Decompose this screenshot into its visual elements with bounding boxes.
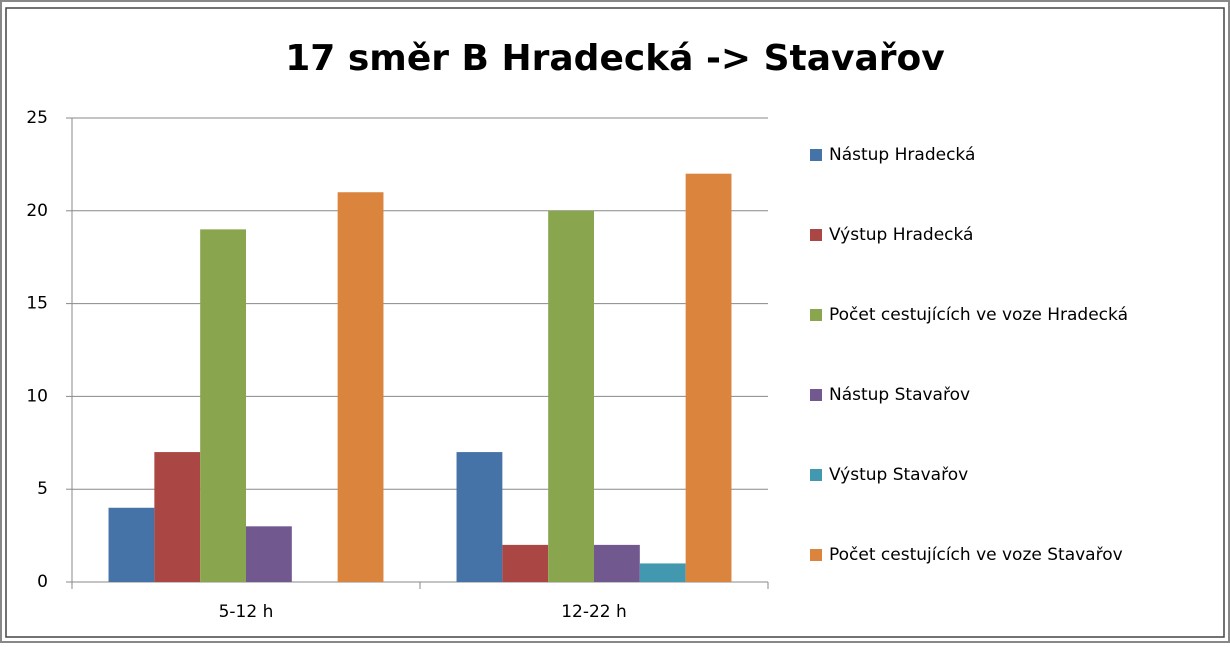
- legend-swatch: [810, 469, 822, 481]
- bar: [548, 210, 594, 583]
- chart-title: 17 směr B Hradecká -> Stavařov: [285, 38, 945, 79]
- legend-swatch: [810, 229, 822, 241]
- legend-label: Výstup Stavařov: [829, 465, 968, 485]
- bar: [154, 452, 201, 582]
- bar: [108, 507, 155, 582]
- legend-swatch: [810, 309, 822, 321]
- legend-label: Počet cestujících ve voze Stavařov: [829, 545, 1123, 565]
- y-tick-label: 0: [37, 572, 48, 592]
- x-tick-label: 12-22 h: [561, 602, 627, 622]
- bar: [337, 192, 384, 583]
- legend-label: Nástup Hradecká: [829, 145, 975, 165]
- legend-swatch: [810, 149, 822, 161]
- legend-swatch: [810, 389, 822, 401]
- x-tick-label: 5-12 h: [219, 602, 274, 622]
- bar: [594, 544, 640, 582]
- bar: [200, 229, 246, 583]
- legend-label: Nástup Stavařov: [829, 385, 970, 405]
- bar: [502, 544, 549, 582]
- y-tick-label: 5: [37, 479, 48, 499]
- y-tick-label: 10: [26, 386, 48, 406]
- legend-label: Počet cestujících ve voze Hradecká: [829, 305, 1128, 325]
- bar: [639, 563, 686, 582]
- y-tick-label: 20: [26, 201, 48, 221]
- bar: [246, 526, 292, 582]
- y-tick-label: 25: [26, 108, 48, 128]
- bar: [456, 452, 503, 582]
- bar: [685, 173, 732, 582]
- legend-label: Výstup Hradecká: [829, 225, 973, 245]
- y-tick-label: 15: [26, 294, 48, 314]
- legend-swatch: [810, 549, 822, 561]
